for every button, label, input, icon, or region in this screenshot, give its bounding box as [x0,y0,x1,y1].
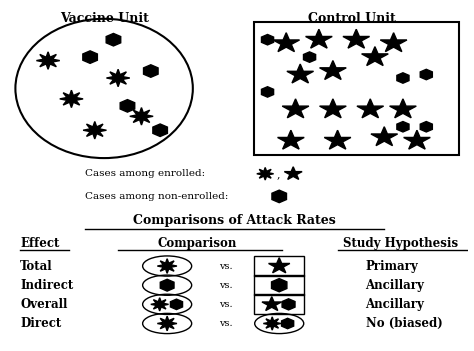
Text: vs.: vs. [219,281,232,290]
Text: Vaccine Unit: Vaccine Unit [60,12,148,25]
Text: Control Unit: Control Unit [308,12,395,25]
Polygon shape [282,99,309,118]
Polygon shape [303,52,316,62]
Polygon shape [319,61,346,79]
Text: vs.: vs. [219,319,232,328]
Polygon shape [130,108,153,125]
Polygon shape [151,298,169,311]
Bar [255,256,304,276]
Text: Cases among enrolled:: Cases among enrolled: [85,169,206,178]
Polygon shape [324,130,351,149]
Text: Comparison: Comparison [158,237,237,250]
Polygon shape [272,279,287,292]
Text: Indirect: Indirect [20,279,73,292]
Polygon shape [306,29,332,48]
Bar [255,275,304,295]
Text: Total: Total [20,259,53,272]
Polygon shape [420,69,432,80]
Bar [254,22,459,154]
Polygon shape [157,316,177,331]
Polygon shape [262,297,282,311]
Polygon shape [390,99,416,118]
Polygon shape [157,259,177,273]
Polygon shape [60,90,83,108]
Polygon shape [160,279,174,291]
Text: vs.: vs. [219,261,232,271]
Text: Study Hypothesis: Study Hypothesis [343,237,458,250]
Polygon shape [397,121,409,132]
Polygon shape [362,47,388,66]
Polygon shape [371,127,398,146]
Polygon shape [357,99,383,118]
Text: Overall: Overall [20,298,67,311]
Polygon shape [282,318,294,329]
Bar [255,294,304,314]
Polygon shape [106,33,121,46]
Polygon shape [262,34,273,45]
Polygon shape [257,167,273,180]
Text: Comparisons of Attack Rates: Comparisons of Attack Rates [134,214,336,227]
Polygon shape [282,299,295,310]
Text: Cases among non-enrolled:: Cases among non-enrolled: [85,192,229,201]
Text: Effect: Effect [20,237,59,250]
Polygon shape [278,130,304,149]
Polygon shape [420,121,432,132]
Polygon shape [287,64,313,83]
Polygon shape [272,190,286,203]
Polygon shape [120,100,135,112]
Text: Primary: Primary [365,259,419,272]
Polygon shape [83,51,97,64]
Polygon shape [380,33,407,52]
Polygon shape [264,317,281,330]
Text: Direct: Direct [20,317,61,330]
Polygon shape [153,124,167,137]
Polygon shape [404,130,430,149]
Polygon shape [273,33,300,52]
Polygon shape [262,87,273,97]
Polygon shape [144,65,158,77]
Text: No (biased): No (biased) [365,317,442,330]
Text: vs.: vs. [219,300,232,309]
Polygon shape [171,299,182,310]
Polygon shape [319,99,346,118]
Polygon shape [269,258,290,273]
Polygon shape [284,167,302,179]
Polygon shape [83,121,107,139]
Text: Ancillary: Ancillary [365,279,424,292]
Polygon shape [107,69,130,87]
Polygon shape [36,52,60,69]
Text: Ancillary: Ancillary [365,298,424,311]
Text: ,: , [277,169,281,179]
Polygon shape [397,73,409,83]
Polygon shape [343,29,370,48]
